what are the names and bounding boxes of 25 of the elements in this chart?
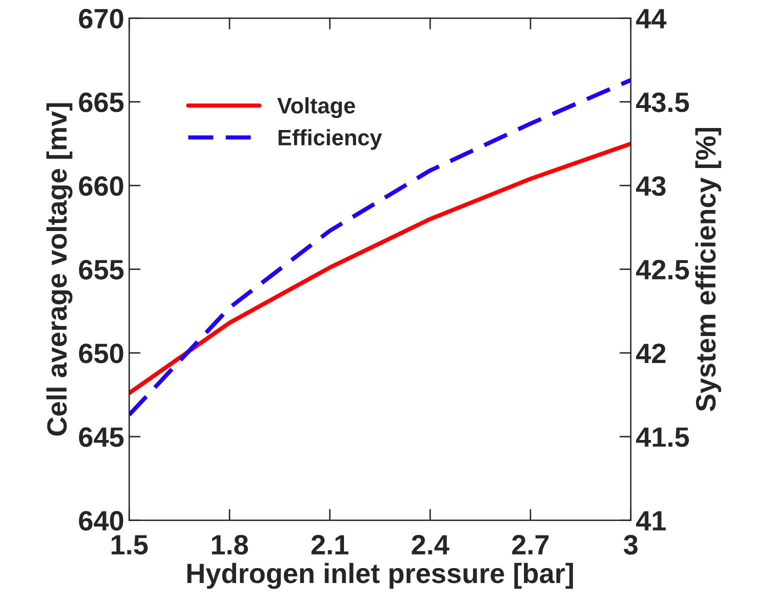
y2-tick-label: 41.5 xyxy=(636,428,689,447)
x-tick-label: 1.8 xyxy=(212,534,248,555)
y2-tick-label: 44 xyxy=(636,9,666,28)
y-tick-label: 670 xyxy=(79,8,124,28)
y-tick-label: 640 xyxy=(79,510,124,531)
y2-tick-label: 43.5 xyxy=(636,92,689,112)
y-tick-label: 645 xyxy=(79,427,124,447)
y-tick-label: 665 xyxy=(79,92,124,112)
x-tick-label: 2.7 xyxy=(512,534,549,554)
y-tick-label: 650 xyxy=(79,344,124,364)
x-axis-title: Hydrogen inlet pressure [bar] xyxy=(187,562,573,589)
y2-tick-label: 43 xyxy=(636,176,666,196)
y2-tick-label: 42 xyxy=(636,344,666,363)
x-tick-label: 3 xyxy=(624,534,638,555)
y2-tick-label: 41 xyxy=(636,511,666,530)
y-tick-label: 655 xyxy=(79,260,124,280)
x-tick-label: 2.1 xyxy=(312,534,348,554)
x-tick-label: 1.5 xyxy=(112,535,148,555)
y2-axis-title: System efficiency [%] xyxy=(695,128,722,412)
x-tick-label: 2.4 xyxy=(412,534,450,554)
y2-tick-label: 42.5 xyxy=(636,260,689,280)
y-tick-label: 660 xyxy=(79,176,124,196)
y-axis-title: Cell average voltage [mv] xyxy=(46,103,72,436)
legend-label: Voltage xyxy=(277,97,356,118)
legend-label: Efficiency xyxy=(278,129,382,150)
